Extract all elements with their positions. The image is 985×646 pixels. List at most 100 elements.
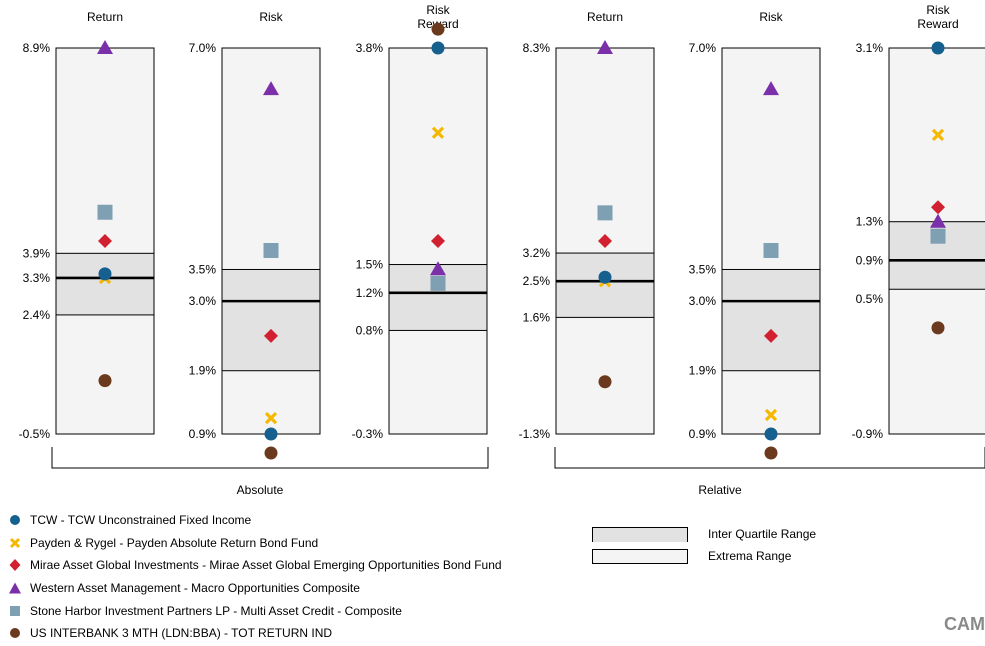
data-point-circle — [264, 427, 278, 441]
range-legend-item: Extrema Range — [592, 548, 816, 564]
range-legend-label: Inter Quartile Range — [708, 527, 817, 541]
square-marker-icon — [10, 605, 20, 616]
legend-item: Mirae Asset Global Investments - Mirae A… — [8, 554, 502, 577]
data-point-circle — [98, 374, 112, 388]
circle-marker-icon — [10, 515, 20, 526]
x-marker-icon — [9, 537, 21, 548]
data-point-square — [763, 242, 779, 258]
tick-label: 0.9% — [856, 253, 884, 267]
data-point-circle — [264, 446, 278, 460]
tick-label: 1.9% — [689, 364, 717, 378]
tick-label: 1.3% — [856, 215, 884, 229]
tick-label: 1.6% — [523, 310, 551, 324]
diamond-marker-icon — [9, 559, 21, 572]
legend-label: TCW - TCW Unconstrained Fixed Income — [30, 513, 252, 528]
interquartile-range-box — [221, 268, 321, 372]
data-point-triangle — [763, 81, 779, 96]
tick-label: -0.5% — [19, 427, 51, 441]
tick-label: 3.2% — [523, 246, 551, 260]
tick-label: 8.3% — [523, 41, 551, 55]
data-point-square — [97, 204, 113, 220]
data-point-diamond — [264, 328, 278, 343]
range-chart: 8.9% 3.9% 3.3% 2.4% -0.5% Return 7.0% 3.5% 3.0% 1… — [19, 3, 985, 497]
panel-title: Risk — [259, 10, 283, 24]
data-point-circle — [764, 427, 778, 441]
tick-label: 1.5% — [356, 258, 384, 272]
legend-label: US INTERBANK 3 MTH (LDN:BBA) - TOT RETUR… — [30, 626, 333, 641]
data-point-square — [597, 205, 613, 221]
tick-label: 1.9% — [189, 364, 217, 378]
extrema-swatch — [592, 548, 688, 564]
data-point-circle — [764, 446, 778, 460]
data-point-square — [430, 275, 446, 291]
panel-title: Risk — [759, 10, 783, 24]
tick-label: 0.8% — [356, 323, 384, 337]
data-point-circle — [598, 270, 612, 284]
data-point-x — [764, 408, 778, 422]
tick-label: 1.2% — [356, 286, 384, 300]
circle-marker-icon — [10, 628, 20, 639]
tick-label: 3.3% — [23, 271, 51, 285]
group-bracket — [554, 447, 985, 469]
legend-item: US INTERBANK 3 MTH (LDN:BBA) - TOT RETUR… — [8, 622, 502, 645]
tick-label: 3.0% — [189, 294, 217, 308]
data-point-triangle — [430, 261, 446, 276]
tick-label: 0.9% — [689, 427, 717, 441]
data-point-x — [931, 128, 945, 141]
data-point-triangle — [97, 40, 113, 54]
group-label: Relative — [698, 483, 742, 497]
group-bracket — [51, 447, 489, 469]
tick-label: 0.9% — [189, 427, 217, 441]
data-point-x — [264, 412, 278, 425]
range-legend-label: Extrema Range — [708, 549, 792, 563]
tick-label: 7.0% — [689, 41, 717, 55]
legend-item: TCW - TCW Unconstrained Fixed Income — [8, 509, 502, 532]
tick-label: 2.5% — [523, 274, 551, 288]
legend-item: Stone Harbor Investment Partners LP - Mu… — [8, 599, 502, 622]
brand-watermark: CAM — [944, 614, 985, 634]
tick-label: 3.8% — [356, 41, 384, 55]
legend-label: Stone Harbor Investment Partners LP - Mu… — [30, 603, 402, 618]
legend-item: Western Asset Management - Macro Opportu… — [8, 577, 502, 600]
data-point-circle — [931, 41, 945, 55]
extrema-range-box — [721, 47, 821, 435]
tick-label: 2.4% — [23, 308, 51, 322]
data-point-circle — [598, 375, 612, 389]
data-point-diamond — [931, 200, 945, 215]
data-point-square — [930, 228, 946, 244]
data-point-triangle — [263, 81, 279, 96]
data-point-circle — [431, 22, 445, 36]
tick-label: -1.3% — [519, 427, 551, 441]
data-point-diamond — [98, 234, 112, 248]
iqr-swatch — [592, 526, 688, 542]
data-point-diamond — [764, 328, 778, 343]
panel-title: Risk — [426, 3, 450, 17]
range-legend-item: Inter Quartile Range — [592, 526, 816, 542]
panel-title: Return — [87, 10, 123, 24]
legend-item: Payden & Rygel - Payden Absolute Return … — [8, 532, 502, 555]
interquartile-range-box — [55, 252, 155, 316]
panel-title: Risk — [926, 3, 950, 17]
data-point-diamond — [598, 234, 612, 248]
extrema-range-box — [221, 47, 321, 435]
tick-label: 8.9% — [23, 41, 51, 55]
data-point-x — [431, 126, 445, 139]
tick-label: 3.1% — [856, 41, 884, 55]
tick-label: 0.5% — [856, 292, 884, 306]
legend-label: Western Asset Management - Macro Opportu… — [30, 581, 360, 596]
panel-title: Reward — [917, 17, 958, 31]
group-label: Absolute — [237, 483, 284, 497]
tick-label: -0.3% — [352, 427, 384, 441]
data-point-circle — [931, 321, 945, 335]
data-point-circle — [431, 41, 445, 55]
legend-label: Mirae Asset Global Investments - Mirae A… — [30, 558, 502, 573]
data-point-triangle — [597, 40, 613, 54]
data-point-circle — [98, 267, 112, 281]
tick-label: 7.0% — [189, 41, 217, 55]
interquartile-range-box — [555, 252, 655, 318]
legend-label: Payden & Rygel - Payden Absolute Return … — [30, 535, 319, 550]
series-legend: TCW - TCW Unconstrained Fixed Income Pay… — [8, 509, 502, 645]
tick-label: 3.0% — [689, 294, 717, 308]
data-point-diamond — [431, 234, 445, 248]
triangle-marker-icon — [9, 582, 21, 594]
